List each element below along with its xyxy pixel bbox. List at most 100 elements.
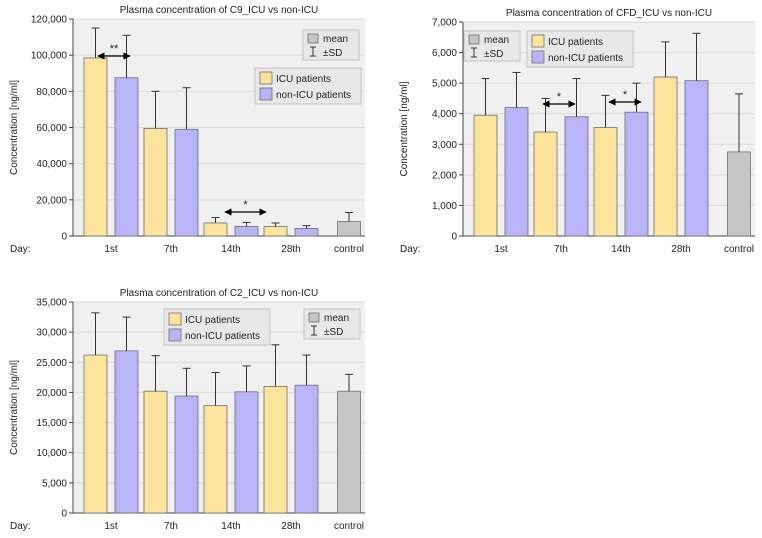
- y-tick-label: 7,000: [432, 18, 457, 29]
- legend-label-sd: ±SD: [484, 49, 503, 60]
- bar-icu-patients: [263, 226, 288, 237]
- legend-label-sd: ±SD: [324, 327, 343, 338]
- y-tick-label: 5,000: [42, 478, 67, 489]
- legend-box: [163, 308, 271, 346]
- series-legend: ICU patients non-ICU patients: [526, 30, 634, 68]
- legend-label: ICU patients: [276, 74, 331, 85]
- x-tick-label: 28th: [281, 521, 300, 532]
- bar-non-icu-patients: [234, 226, 259, 237]
- y-tick-label: 120,000: [31, 15, 68, 26]
- x-axis-label: Day:: [10, 521, 31, 532]
- legend-swatch: [531, 50, 545, 64]
- legend-label: ICU patients: [185, 315, 240, 326]
- chart-title: Plasma concentration of CFD_ICU vs non-I…: [506, 8, 712, 19]
- y-tick-label: 20,000: [36, 388, 67, 399]
- y-tick-label: 15,000: [36, 418, 67, 429]
- bar-icu-patients: [143, 128, 168, 237]
- bar-icu-patients: [83, 57, 108, 237]
- bar-non-icu-patients: [114, 350, 139, 514]
- legend-swatch-mean: [307, 33, 319, 44]
- y-tick-label: 3,000: [432, 140, 457, 151]
- y-tick-label: 0: [61, 232, 67, 243]
- legend-box: [526, 30, 634, 68]
- bar-non-icu-patients: [174, 395, 199, 514]
- bar-control: [337, 390, 361, 514]
- bar-non-icu-patients: [294, 384, 319, 514]
- series-legend: ICU patients non-ICU patients: [163, 308, 271, 346]
- y-tick-label: 1,000: [432, 201, 457, 212]
- bar-icu-patients: [533, 131, 558, 237]
- legend-label: non-ICU patients: [276, 90, 351, 101]
- x-tick-label: 14th: [611, 244, 630, 255]
- y-tick-label: 10,000: [36, 448, 67, 459]
- y-tick-label: 100,000: [31, 51, 68, 62]
- legend-swatch-mean: [308, 312, 320, 323]
- x-tick-label: control: [334, 521, 364, 532]
- bar-non-icu-patients: [564, 116, 589, 237]
- y-tick-label: 30,000: [36, 328, 67, 339]
- legend-swatch: [259, 87, 273, 101]
- legend-label: ICU patients: [548, 37, 603, 48]
- bar-control: [337, 221, 361, 237]
- legend-swatch: [259, 71, 273, 85]
- x-tick-label: 28th: [281, 244, 300, 255]
- bar-control: [727, 151, 751, 237]
- stats-legend: mean ±SD: [302, 29, 360, 61]
- y-tick-label: 60,000: [36, 123, 67, 134]
- bar-icu-patients: [203, 405, 228, 514]
- x-tick-label: 7th: [164, 244, 178, 255]
- x-tick-label: 1st: [104, 244, 118, 255]
- y-axis-label: Concentration [ng/ml]: [9, 360, 20, 455]
- y-tick-label: 25,000: [36, 358, 67, 369]
- x-tick-label: 1st: [104, 521, 118, 532]
- legend-label-mean: mean: [323, 34, 348, 45]
- legend-swatch-mean: [468, 34, 480, 45]
- bar-icu-patients: [83, 354, 108, 514]
- x-tick-label: 14th: [221, 521, 240, 532]
- bar-icu-patients: [203, 222, 228, 237]
- bar-non-icu-patients: [504, 107, 529, 237]
- x-axis-label: Day:: [10, 244, 31, 255]
- y-tick-label: 35,000: [36, 298, 67, 309]
- chart-c2: 0 5,000 10,000 15,000 20,000 25,000 30,000 35,0…: [9, 288, 365, 532]
- legend-label: non-ICU patients: [185, 331, 260, 342]
- x-tick-label: control: [334, 244, 364, 255]
- bar-icu-patients: [473, 114, 498, 237]
- x-tick-label: 7th: [164, 521, 178, 532]
- x-tick-label: 14th: [221, 244, 240, 255]
- legend-swatch: [168, 312, 182, 326]
- bar-icu-patients: [263, 385, 288, 514]
- chart-title: Plasma concentration of C9_ICU vs non-IC…: [120, 5, 318, 16]
- y-axis-label: Concentration [ng/ml]: [9, 80, 20, 175]
- y-tick-label: 6,000: [432, 48, 457, 59]
- bar-non-icu-patients: [174, 128, 199, 237]
- x-tick-label: 1st: [494, 244, 508, 255]
- x-tick-label: 7th: [554, 244, 568, 255]
- legend-swatch: [168, 328, 182, 342]
- x-tick-label: control: [724, 244, 754, 255]
- x-axis-label: Day:: [400, 244, 421, 255]
- chart-cfd: 0 1,000 2,000 3,000 4,000 5,000 6,000 7,000 Plas…: [399, 8, 755, 255]
- y-tick-label: 5,000: [432, 79, 457, 90]
- bar-non-icu-patients: [114, 77, 139, 237]
- bar-non-icu-patients: [684, 80, 709, 237]
- y-tick-label: 2,000: [432, 170, 457, 181]
- y-tick-label: 0: [61, 509, 67, 520]
- legend-label: non-ICU patients: [548, 53, 623, 64]
- series-legend: ICU patients non-ICU patients: [254, 67, 362, 105]
- bar-icu-patients: [593, 127, 618, 237]
- y-axis-label: Concentration [ng/ml]: [399, 81, 410, 176]
- y-tick-label: 20,000: [36, 195, 67, 206]
- bar-non-icu-patients: [624, 111, 649, 237]
- significance-label: *: [557, 91, 562, 103]
- stats-legend: mean ±SD: [463, 30, 521, 62]
- bar-icu-patients: [143, 390, 168, 514]
- legend-label-sd: ±SD: [323, 48, 342, 59]
- legend-swatch: [531, 34, 545, 48]
- chart-title: Plasma concentration of C2_ICU vs non-IC…: [120, 288, 318, 299]
- significance-label: **: [110, 43, 119, 55]
- x-tick-label: 28th: [671, 244, 690, 255]
- y-tick-label: 0: [451, 232, 457, 243]
- y-tick-label: 40,000: [36, 159, 67, 170]
